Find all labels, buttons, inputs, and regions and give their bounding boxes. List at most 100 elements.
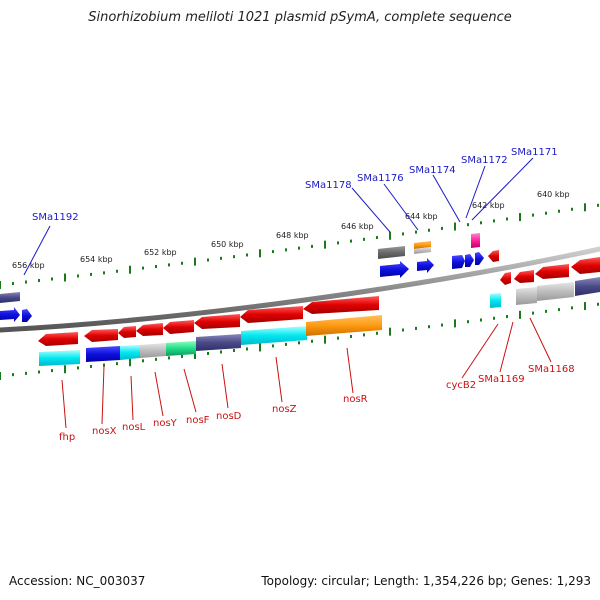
gene-feature[interactable] bbox=[500, 272, 511, 285]
major-tick bbox=[259, 343, 261, 352]
major-tick bbox=[129, 265, 131, 274]
gene-feature[interactable] bbox=[120, 345, 140, 360]
gene-feature[interactable] bbox=[514, 270, 534, 283]
gene-label-sma1172[interactable]: SMa1172 bbox=[461, 155, 508, 166]
gene-feature[interactable] bbox=[414, 247, 431, 254]
major-tick bbox=[389, 231, 391, 240]
gene-feature[interactable] bbox=[537, 282, 574, 301]
gene-label-sma1192[interactable]: SMa1192 bbox=[32, 212, 79, 223]
gene-feature[interactable] bbox=[488, 250, 499, 262]
minor-tick bbox=[506, 315, 508, 319]
minor-tick bbox=[532, 213, 534, 217]
major-tick bbox=[194, 350, 196, 359]
major-tick bbox=[454, 222, 456, 231]
gene-feature[interactable] bbox=[38, 332, 78, 346]
minor-tick bbox=[155, 265, 157, 269]
gene-label-nosl[interactable]: nosL bbox=[122, 422, 146, 433]
gene-feature[interactable] bbox=[490, 293, 501, 308]
gene-feature[interactable] bbox=[0, 292, 20, 303]
gene-feature[interactable] bbox=[303, 296, 379, 314]
minor-tick bbox=[298, 246, 300, 250]
kbp-label: 654 kbp bbox=[80, 255, 113, 264]
gene-feature[interactable] bbox=[516, 287, 537, 305]
gene-feature[interactable] bbox=[118, 326, 136, 338]
gene-label-sma1171[interactable]: SMa1171 bbox=[511, 147, 558, 158]
gene-label-nosd[interactable]: nosD bbox=[216, 411, 242, 422]
reverse-genes bbox=[38, 250, 600, 366]
gene-feature[interactable] bbox=[86, 346, 120, 362]
reverse-gene-labels: fhp nosX nosL nosY nosF nosD nosZ nosR c… bbox=[59, 364, 575, 443]
gene-feature[interactable] bbox=[39, 350, 80, 366]
gene-feature[interactable] bbox=[452, 255, 465, 269]
minor-tick bbox=[376, 236, 378, 240]
major-tick bbox=[324, 335, 326, 344]
minor-tick bbox=[12, 373, 14, 377]
gene-feature[interactable] bbox=[535, 264, 569, 279]
gene-feature[interactable] bbox=[140, 343, 166, 358]
major-tick bbox=[519, 213, 521, 222]
gene-feature[interactable] bbox=[471, 233, 480, 248]
minor-tick bbox=[337, 241, 339, 245]
gene-feature[interactable] bbox=[240, 306, 303, 323]
gene-feature[interactable] bbox=[475, 252, 484, 265]
minor-tick bbox=[51, 277, 53, 281]
kbp-label: 652 kbp bbox=[144, 248, 177, 257]
chromosome-backbone bbox=[0, 246, 600, 333]
gene-label-nosf[interactable]: nosF bbox=[186, 415, 210, 426]
gene-label-sma1168[interactable]: SMa1168 bbox=[528, 364, 575, 375]
gene-feature[interactable] bbox=[417, 258, 434, 273]
minor-tick bbox=[597, 302, 599, 306]
forward-label-callouts bbox=[23, 157, 534, 276]
minor-tick bbox=[116, 269, 118, 273]
gene-feature[interactable] bbox=[380, 261, 409, 278]
gene-label-nosz[interactable]: nosZ bbox=[272, 404, 297, 415]
gene-label-nosr[interactable]: nosR bbox=[343, 394, 368, 405]
gene-feature[interactable] bbox=[22, 309, 32, 322]
gene-label-nosx[interactable]: nosX bbox=[92, 426, 117, 437]
minor-tick bbox=[285, 342, 287, 346]
gene-label-sma1169[interactable]: SMa1169 bbox=[478, 374, 525, 385]
minor-tick bbox=[272, 344, 274, 348]
gene-feature[interactable] bbox=[575, 277, 600, 296]
gene-label-sma1174[interactable]: SMa1174 bbox=[409, 165, 456, 176]
minor-tick bbox=[207, 258, 209, 262]
gene-feature[interactable] bbox=[306, 315, 382, 336]
gene-feature[interactable] bbox=[194, 314, 240, 329]
gene-feature[interactable] bbox=[84, 329, 118, 342]
minor-tick bbox=[168, 356, 170, 360]
minor-tick bbox=[402, 232, 404, 236]
minor-tick bbox=[363, 237, 365, 241]
minor-tick bbox=[311, 244, 313, 248]
gene-label-fhp[interactable]: fhp bbox=[59, 432, 75, 443]
minor-tick bbox=[233, 348, 235, 352]
gene-feature[interactable] bbox=[465, 254, 474, 267]
gene-label-nosy[interactable]: nosY bbox=[153, 418, 178, 429]
minor-tick bbox=[181, 354, 183, 358]
minor-tick bbox=[402, 328, 404, 332]
gene-label-cycb2[interactable]: cycB2 bbox=[446, 380, 476, 391]
minor-tick bbox=[90, 364, 92, 368]
minor-tick bbox=[480, 221, 482, 225]
gene-feature[interactable] bbox=[0, 307, 20, 322]
gene-feature[interactable] bbox=[414, 241, 431, 249]
gene-feature[interactable] bbox=[571, 257, 600, 274]
gene-label-sma1176[interactable]: SMa1176 bbox=[357, 173, 404, 184]
major-tick bbox=[324, 240, 326, 249]
major-tick bbox=[584, 203, 586, 212]
kbp-label: 644 kbp bbox=[405, 212, 438, 221]
minor-tick bbox=[103, 271, 105, 275]
map-title: Sinorhizobium meliloti 1021 plasmid pSym… bbox=[88, 10, 512, 25]
gene-feature[interactable] bbox=[163, 320, 194, 334]
gene-feature[interactable] bbox=[378, 246, 405, 259]
reverse-tick-track bbox=[0, 302, 599, 380]
minor-tick bbox=[545, 309, 547, 313]
gene-feature[interactable] bbox=[166, 341, 196, 356]
minor-tick bbox=[571, 207, 573, 211]
gene-feature[interactable] bbox=[241, 326, 307, 345]
minor-tick bbox=[116, 362, 118, 366]
minor-tick bbox=[77, 366, 79, 370]
gene-feature[interactable] bbox=[136, 323, 163, 336]
gene-feature[interactable] bbox=[196, 334, 241, 351]
kbp-label: 648 kbp bbox=[276, 231, 309, 240]
gene-label-sma1178[interactable]: SMa1178 bbox=[305, 180, 352, 191]
